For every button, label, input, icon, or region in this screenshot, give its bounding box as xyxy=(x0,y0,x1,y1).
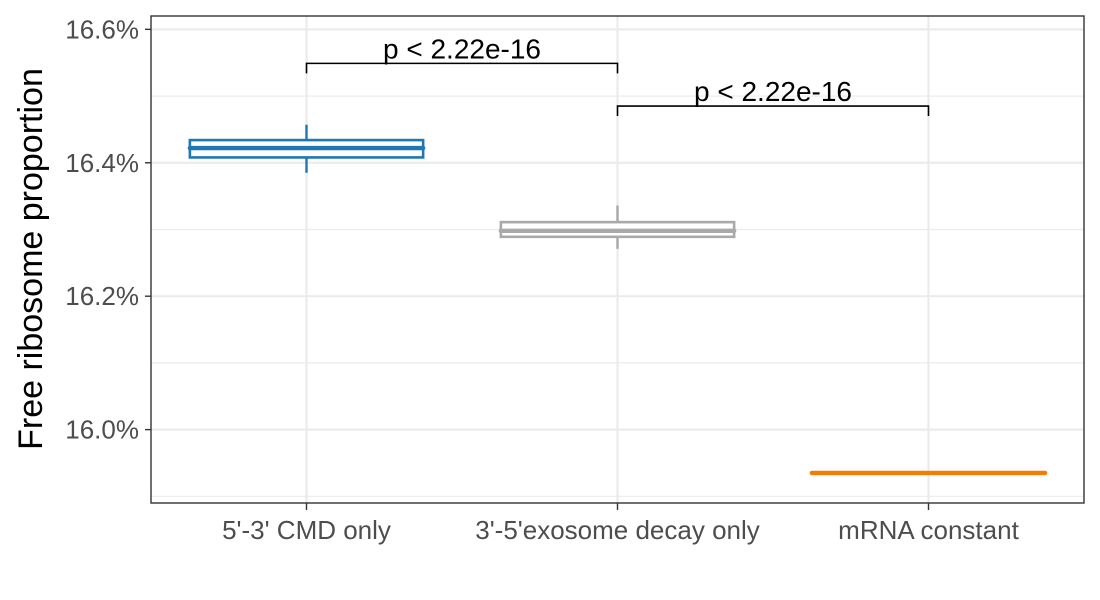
x-axis: 5'-3' CMD only 3'-5'exosome decay only mRN… xyxy=(222,503,1020,545)
p-value-label: p < 2.22e-16 xyxy=(383,33,541,64)
x-tick-label: mRNA constant xyxy=(838,515,1019,545)
box xyxy=(809,470,1048,476)
y-axis: 16.0% 16.2% 16.4% 16.6% xyxy=(65,14,151,445)
box xyxy=(187,124,426,173)
box xyxy=(498,205,737,249)
y-axis-title: Free ribosome proportion xyxy=(12,68,50,450)
y-tick-label: 16.4% xyxy=(65,148,139,178)
significance-bracket: p < 2.22e-16 xyxy=(616,76,930,117)
boxes xyxy=(187,124,1048,476)
y-tick-label: 16.0% xyxy=(65,415,139,445)
x-tick-label: 5'-3' CMD only xyxy=(222,515,391,545)
bracket-line xyxy=(305,62,619,74)
significance-brackets: p < 2.22e-16 p < 2.22e-16 xyxy=(305,33,930,117)
x-tick-label: 3'-5'exosome decay only xyxy=(475,515,760,545)
y-tick-label: 16.6% xyxy=(65,14,139,44)
y-tick-label: 16.2% xyxy=(65,281,139,311)
bracket-line xyxy=(616,105,930,117)
significance-bracket: p < 2.22e-16 xyxy=(305,33,619,74)
p-value-label: p < 2.22e-16 xyxy=(694,76,852,107)
